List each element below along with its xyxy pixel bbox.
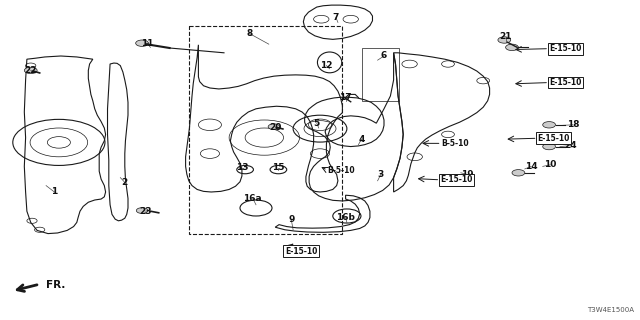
Circle shape [506, 44, 518, 51]
Text: 7: 7 [333, 13, 339, 22]
Text: 18: 18 [566, 120, 579, 129]
Text: 11: 11 [141, 39, 154, 48]
Text: 20: 20 [269, 124, 282, 132]
Text: 22: 22 [24, 66, 37, 75]
Text: E-15-10: E-15-10 [549, 78, 582, 87]
Text: 16b: 16b [336, 213, 355, 222]
Text: 13: 13 [236, 164, 248, 172]
Text: 5: 5 [314, 119, 320, 128]
Circle shape [512, 170, 525, 176]
Text: E-15-10: E-15-10 [440, 175, 473, 184]
Circle shape [543, 143, 556, 150]
Text: 14: 14 [525, 162, 538, 171]
Text: 2: 2 [122, 178, 128, 187]
Text: E-15-10: E-15-10 [538, 134, 570, 143]
Text: 15: 15 [272, 164, 285, 172]
Text: 19: 19 [461, 170, 474, 179]
Circle shape [24, 67, 37, 74]
Text: 17: 17 [339, 93, 352, 102]
Circle shape [268, 124, 280, 130]
Text: 6: 6 [381, 52, 387, 60]
Text: 12: 12 [320, 61, 333, 70]
Text: 24: 24 [564, 141, 577, 150]
Circle shape [136, 208, 148, 213]
Text: E-15-10: E-15-10 [549, 44, 582, 53]
Text: 3: 3 [378, 170, 384, 179]
Text: 10: 10 [544, 160, 557, 169]
Circle shape [498, 37, 511, 43]
Text: B-5-10: B-5-10 [328, 166, 355, 175]
Circle shape [136, 40, 148, 46]
Text: 4: 4 [358, 135, 365, 144]
Text: E-15-10: E-15-10 [285, 247, 317, 256]
Text: 8: 8 [246, 29, 253, 38]
Bar [189, 26, 342, 234]
Circle shape [543, 122, 556, 128]
Text: 16a: 16a [243, 194, 262, 203]
Text: B-5-10: B-5-10 [442, 139, 469, 148]
Bar [362, 48, 399, 101]
Text: 1: 1 [51, 188, 58, 196]
Text: FR.: FR. [46, 280, 65, 291]
Text: 23: 23 [140, 207, 152, 216]
Text: 21: 21 [499, 32, 512, 41]
Text: 9: 9 [288, 215, 294, 224]
Text: T3W4E1500A: T3W4E1500A [587, 308, 634, 313]
